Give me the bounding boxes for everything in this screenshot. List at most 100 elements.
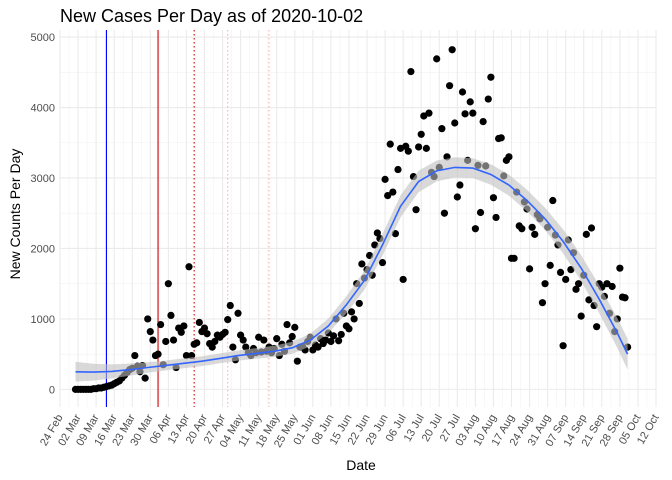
data-point (327, 337, 335, 346)
data-point (407, 67, 415, 76)
data-point (157, 320, 165, 329)
data-point (577, 312, 585, 320)
data-point (200, 324, 209, 332)
reference-lines (105, 30, 270, 407)
y-axis-ticks: 0 1000 2000 3000 4000 5000 (31, 32, 55, 396)
y-axis-title: New Counts Per Day (7, 149, 23, 280)
data-point (451, 119, 459, 127)
data-point (350, 315, 358, 323)
data-point (404, 147, 412, 155)
data-point (180, 322, 188, 330)
data-point (461, 110, 469, 118)
data-point (487, 73, 495, 81)
data-point (242, 343, 250, 351)
data-point (585, 296, 593, 304)
data-point (538, 299, 547, 307)
smooth-trend (75, 166, 629, 373)
data-point (608, 282, 616, 291)
data-point (531, 230, 539, 238)
data-point (221, 328, 229, 336)
data-point (288, 332, 296, 341)
data-point (146, 328, 154, 336)
data-point (355, 299, 363, 308)
data-point (185, 263, 193, 271)
chart-title: New Cases Per Day as of 2020-10-02 (60, 6, 363, 26)
data-point (469, 109, 477, 117)
y-tick-label: 5000 (31, 32, 55, 44)
y-tick-label: 1000 (31, 314, 55, 326)
data-point (394, 165, 402, 174)
data-point (234, 309, 242, 317)
y-tick-label: 0 (49, 384, 55, 396)
data-point (358, 260, 366, 268)
data-point (582, 230, 590, 238)
y-tick-label: 3000 (31, 173, 55, 185)
data-point (549, 196, 557, 205)
data-point (471, 225, 479, 233)
data-point (546, 261, 554, 269)
data-point (195, 318, 203, 327)
data-point (525, 265, 534, 273)
data-point (621, 294, 629, 302)
data-point (587, 224, 596, 232)
data-point (572, 285, 580, 293)
data-point (291, 323, 299, 331)
data-point (616, 264, 624, 272)
data-point (476, 208, 485, 217)
data-point (453, 193, 461, 201)
data-point (154, 350, 162, 358)
data-point (260, 336, 268, 344)
data-point (162, 337, 170, 346)
data-point (505, 153, 513, 161)
data-point (273, 335, 281, 343)
data-point (541, 280, 549, 288)
data-point (177, 328, 185, 336)
data-point (559, 342, 567, 350)
data-point (164, 280, 172, 288)
data-point (226, 301, 234, 310)
data-point (182, 351, 191, 360)
data-point (497, 134, 505, 142)
data-point (347, 308, 356, 316)
data-point (417, 130, 425, 138)
data-point (448, 46, 456, 54)
data-point (141, 374, 149, 382)
data-point (193, 339, 201, 347)
data-point (345, 325, 353, 333)
data-point (438, 125, 446, 133)
data-point (373, 229, 381, 237)
data-point (384, 191, 392, 200)
data-point (425, 109, 433, 117)
data-point (239, 336, 247, 344)
smooth-trend-line (75, 166, 629, 373)
data-point (293, 357, 301, 365)
data-point (224, 316, 232, 324)
data-point (456, 181, 464, 189)
data-point (378, 258, 387, 267)
data-point (283, 320, 291, 329)
data-point (492, 213, 500, 222)
data-point (329, 332, 338, 340)
data-point (337, 330, 345, 339)
data-point (556, 268, 565, 277)
data-point (440, 209, 449, 217)
data-point (422, 144, 430, 152)
data-point (479, 118, 487, 126)
data-point (415, 143, 423, 151)
data-point (510, 254, 518, 262)
x-axis-title: Date (346, 457, 376, 473)
data-point (574, 280, 583, 288)
data-point (484, 95, 492, 103)
data-point (433, 55, 441, 63)
data-point (144, 315, 152, 323)
data-point (211, 337, 219, 346)
data-point (314, 343, 322, 351)
data-point (131, 351, 139, 360)
data-point (445, 82, 454, 90)
data-point (169, 336, 178, 344)
data-point (149, 336, 157, 344)
data-point (208, 343, 216, 351)
data-point (381, 175, 389, 183)
